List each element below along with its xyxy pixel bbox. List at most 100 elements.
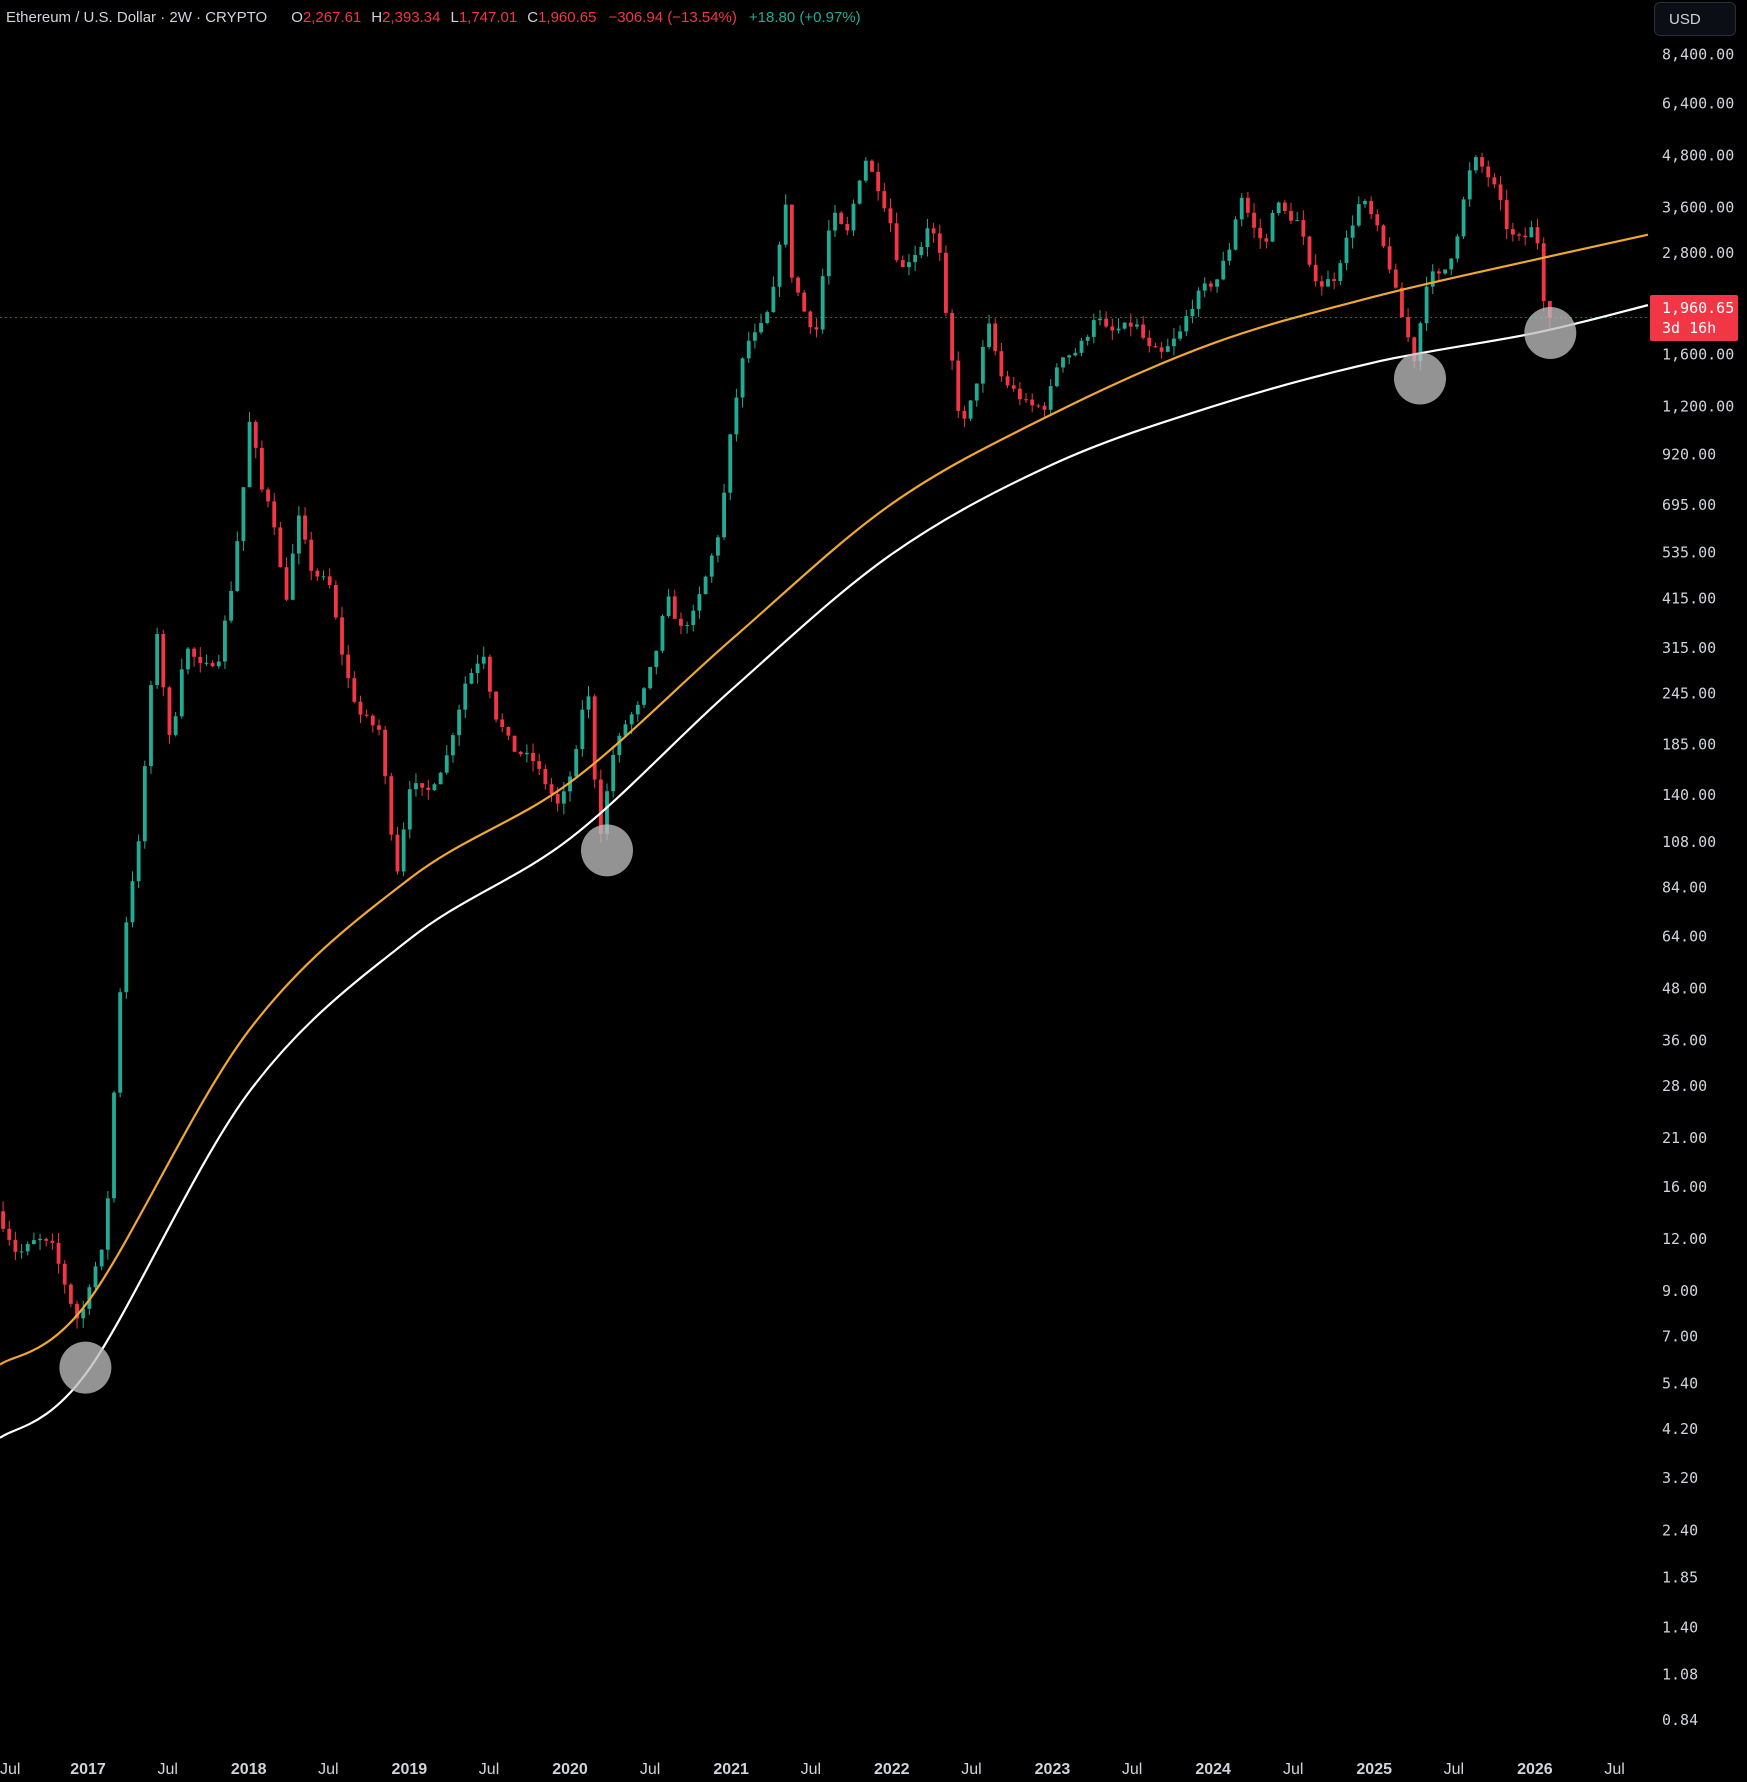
candle-up xyxy=(105,1198,110,1250)
candle-down xyxy=(352,678,357,702)
candle-down xyxy=(420,783,425,788)
candle-up xyxy=(765,312,770,324)
candle-up xyxy=(229,590,234,621)
candle-up xyxy=(432,784,437,791)
candle-up xyxy=(1135,324,1139,327)
candle-up xyxy=(623,724,628,736)
candle-down xyxy=(876,171,881,192)
candle-down xyxy=(956,360,961,411)
candle-up xyxy=(99,1249,104,1267)
candle-up xyxy=(1338,263,1343,281)
candle-up xyxy=(1233,219,1238,250)
candle-up xyxy=(907,262,911,267)
price-tick-label: 4,800.00 xyxy=(1662,147,1734,165)
candle-down xyxy=(1307,236,1312,265)
candle-up xyxy=(580,709,585,750)
candle-down xyxy=(278,527,283,568)
symbol-title[interactable]: Ethereum / U.S. Dollar · 2W · CRYPTO xyxy=(6,8,268,26)
candle-up xyxy=(734,397,739,435)
price-tick-label: 1,600.00 xyxy=(1662,345,1734,363)
candle-down xyxy=(1387,246,1392,270)
candle-up xyxy=(438,772,443,785)
candle-down xyxy=(518,751,523,755)
candle-up xyxy=(746,340,751,359)
candle-up xyxy=(1091,320,1096,337)
highlight-circle xyxy=(1393,352,1446,405)
trend-curves xyxy=(0,233,1649,1439)
candle-up xyxy=(913,255,918,263)
candle-down xyxy=(937,233,942,253)
candle-down xyxy=(870,160,874,172)
candle-up xyxy=(648,666,653,689)
candle-down xyxy=(888,208,893,224)
candle-up xyxy=(296,515,301,554)
time-tick-label: Jul xyxy=(0,1761,20,1778)
candle-up xyxy=(149,685,153,767)
candle-up xyxy=(1061,357,1065,368)
candle-up xyxy=(1165,346,1170,352)
candle-up xyxy=(629,714,634,725)
price-tick-label: 415.00 xyxy=(1662,589,1716,607)
candle-down xyxy=(839,212,844,224)
candle-up xyxy=(1418,323,1423,362)
candle-down xyxy=(1393,269,1398,288)
time-tick-label: 2022 xyxy=(874,1761,910,1778)
candle-down xyxy=(882,191,887,209)
white-trend-curve xyxy=(0,304,1649,1439)
candle-down xyxy=(1541,243,1546,302)
price-tick-label: 8,400.00 xyxy=(1662,45,1734,63)
candle-up xyxy=(290,553,295,600)
price-axis[interactable]: 8,400.00 6,400.00 4,800.00 3,600.00 2,800.00… xyxy=(1662,45,1734,1729)
candle-down xyxy=(1264,238,1269,242)
candle-up xyxy=(833,212,837,231)
candle-down xyxy=(1492,177,1497,185)
candle-down xyxy=(1036,405,1041,407)
highlight-circle xyxy=(580,824,633,877)
last-price-tag: 1,960.65 3d 16h xyxy=(1650,295,1738,341)
candle-down xyxy=(1412,337,1417,362)
candle-up xyxy=(118,992,123,1093)
price-tick-label: 64.00 xyxy=(1662,927,1707,945)
candle-down xyxy=(512,735,517,752)
low-label: L xyxy=(450,8,459,26)
candle-up xyxy=(1467,170,1472,200)
candle-down xyxy=(383,729,388,777)
candle-down xyxy=(340,617,344,655)
candle-up xyxy=(1239,197,1244,220)
candle-up xyxy=(81,1308,86,1319)
candle-up xyxy=(1190,308,1195,317)
price-tick-label: 36.00 xyxy=(1662,1032,1707,1050)
candle-down xyxy=(266,489,270,502)
candle-down xyxy=(1042,405,1047,410)
candle-up xyxy=(444,755,449,773)
candle-up xyxy=(1344,237,1349,264)
time-tick-label: 2020 xyxy=(552,1761,588,1778)
candle-up xyxy=(1073,352,1078,356)
candle-down xyxy=(1030,399,1035,406)
time-tick-label: Jul xyxy=(640,1761,660,1778)
candle-down xyxy=(1486,166,1491,178)
candle-down xyxy=(1381,225,1386,247)
last-price-value: 1,960.65 xyxy=(1662,299,1735,317)
candle-up xyxy=(722,492,726,538)
candle-down xyxy=(1437,271,1441,274)
time-axis[interactable]: Jul 2017 Jul 2018 Jul 2019 Jul 2020 Jul 2021 Jul 20… xyxy=(0,1761,1625,1778)
candle-down xyxy=(1332,279,1337,281)
candle-up xyxy=(223,620,227,662)
candle-down xyxy=(1535,227,1540,244)
candle-up xyxy=(617,735,622,756)
price-tick-label: 21.00 xyxy=(1662,1129,1707,1147)
currency-button[interactable]: USD xyxy=(1654,2,1736,36)
candle-down xyxy=(272,501,277,528)
candle-up xyxy=(142,766,147,842)
candle-down xyxy=(1011,385,1016,389)
candle-down xyxy=(808,311,813,328)
candle-down xyxy=(370,715,375,726)
candle-up xyxy=(31,1240,36,1245)
candle-up xyxy=(241,487,246,542)
candle-down xyxy=(1498,184,1503,201)
candle-up xyxy=(728,434,733,493)
candle-up xyxy=(1122,322,1127,329)
candle-down xyxy=(1245,197,1250,213)
